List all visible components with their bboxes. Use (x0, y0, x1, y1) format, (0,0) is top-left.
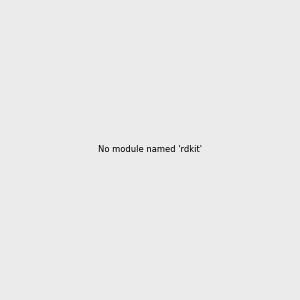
Text: No module named 'rdkit': No module named 'rdkit' (98, 146, 202, 154)
